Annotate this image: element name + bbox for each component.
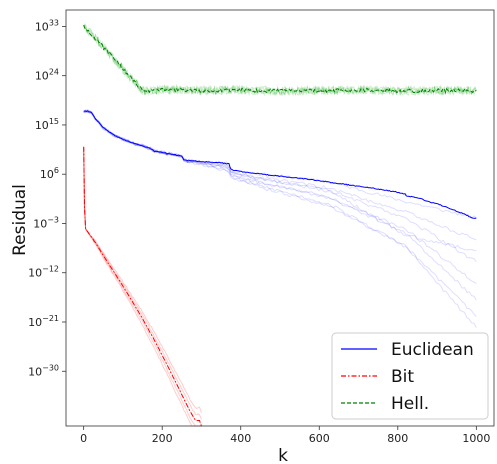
euclidean-run-line <box>83 109 477 241</box>
y-tick-label: 106 <box>40 166 59 181</box>
euclidean-run-line <box>83 110 477 328</box>
y-tick-label: 10−21 <box>28 314 59 329</box>
legend-box <box>331 332 489 420</box>
x-tick-label: 400 <box>230 432 251 445</box>
bit-run-line <box>83 147 202 427</box>
x-tick-label: 800 <box>387 432 408 445</box>
x-tick-label: 1000 <box>462 432 490 445</box>
series-line-hell <box>83 24 477 94</box>
ticks: 0 200 400 600 800 1000 1033 1024 1015 106 10−3 10−1… <box>28 18 490 445</box>
plot-frame <box>65 9 495 427</box>
y-axis-title: Residual <box>10 184 30 256</box>
hell-run-line <box>83 25 477 97</box>
legend: Euclidean Bit Hell. <box>331 332 489 420</box>
y-tick-label: 1033 <box>35 18 59 33</box>
hell-run-line <box>83 24 477 97</box>
y-tick-label: 10−30 <box>28 363 59 378</box>
x-tick-label: 200 <box>152 432 173 445</box>
x-tick-label: 600 <box>309 432 330 445</box>
bit-run-line <box>83 147 202 427</box>
euclidean-run-line <box>83 109 477 301</box>
y-tick-label: 1015 <box>35 117 59 132</box>
bit-run-line <box>83 147 202 414</box>
legend-label-bit: Bit <box>391 367 414 387</box>
x-tick-label: 0 <box>80 432 87 445</box>
series-line-euclidean <box>83 110 477 219</box>
legend-label-euclidean: Euclidean <box>391 340 474 360</box>
series-lines <box>83 24 477 427</box>
y-tick-label: 10−3 <box>33 215 59 230</box>
legend-label-hell: Hell. <box>391 394 429 414</box>
euclidean-run-line <box>83 109 477 252</box>
euclidean-run-line <box>83 110 477 219</box>
x-axis-title: k <box>278 446 288 464</box>
axes <box>65 9 495 427</box>
series-line-bit <box>83 146 202 427</box>
euclidean-run-line <box>83 109 477 285</box>
bit-run-line <box>83 147 202 420</box>
y-tick-label: 10−12 <box>28 265 59 280</box>
y-tick-label: 1024 <box>35 68 59 83</box>
